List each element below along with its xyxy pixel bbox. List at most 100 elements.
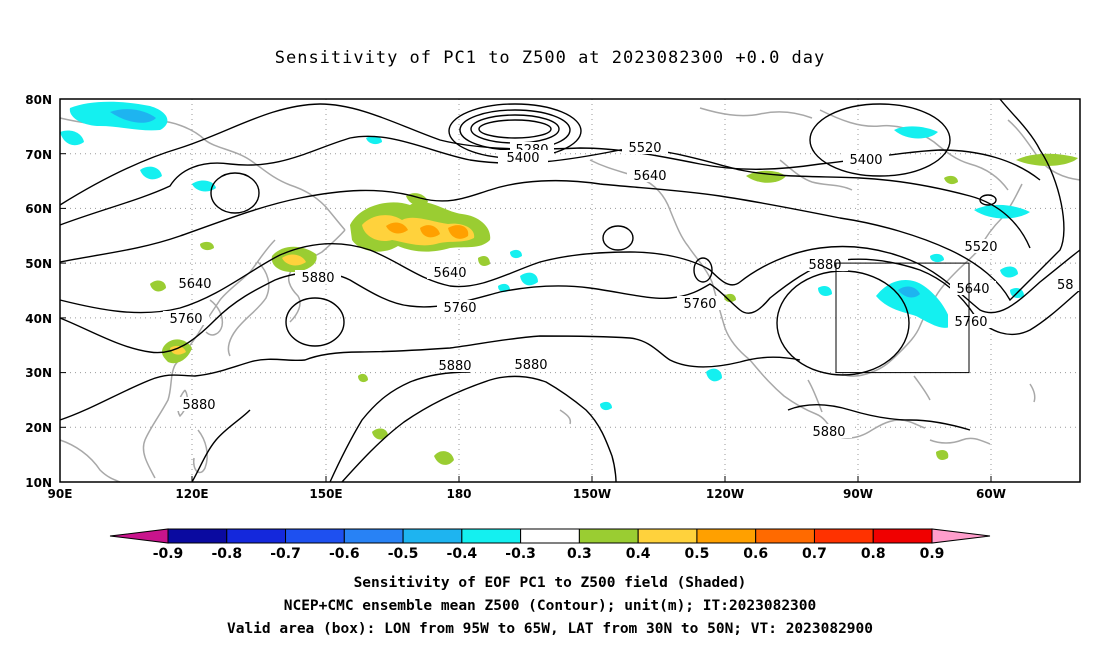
lat-label-20n: 20N [25, 421, 52, 435]
colorbar-label: -0.4 [447, 546, 478, 562]
contour-5400 [59, 103, 1041, 206]
positive-area-3 [200, 241, 214, 251]
colorbar-label: -0.3 [505, 546, 536, 562]
colorbar-right-triangle [931, 528, 991, 544]
caption-valid-area: Valid area (box): LON from 95W to 65W, L… [226, 621, 873, 637]
colorbar-label: -0.8 [211, 546, 242, 562]
negative-area-east [930, 253, 944, 263]
coast-arctic-archipelago [699, 107, 813, 119]
negative-area-siberia-3 [192, 180, 216, 192]
contour-5880-mid [59, 335, 801, 421]
contour-5880-south-2 [341, 375, 617, 483]
negative-area-siberia-05 [110, 109, 156, 123]
lat-label-70n: 70N [25, 148, 52, 162]
negative-area-siberia-2 [140, 166, 162, 180]
contour-label: 5640 [178, 277, 211, 292]
colorbar-label: 0.8 [861, 546, 886, 562]
coast-florida [913, 375, 931, 401]
positive-area-greenland [1016, 153, 1078, 166]
contour-low-westcoast [693, 257, 713, 283]
contour-labels: 5280 5400 5520 5640 5400 5520 5640 5760 … [163, 140, 1080, 440]
positive-area-tropics-1 [434, 451, 454, 465]
coast-caribbean [929, 437, 991, 445]
colorbar-bin [872, 528, 933, 544]
positive-area-tropics-2 [372, 428, 388, 440]
contour-label: 5880 [812, 425, 845, 440]
positive-area-labrador [944, 175, 958, 185]
lat-label-10n: 10N [25, 476, 52, 490]
lon-label-180: 180 [446, 487, 471, 501]
contour-5640 [59, 98, 1065, 302]
lon-label-120w: 120W [706, 487, 744, 501]
contour-label: 5520 [628, 141, 661, 156]
colorbar-bin [461, 528, 522, 544]
negative-area-pacific-3 [510, 249, 522, 259]
lon-label-150e: 150E [309, 487, 342, 501]
positive-area-caribbean [936, 450, 949, 460]
colorbar-label: -0.6 [329, 546, 360, 562]
lon-label-150w: 150W [573, 487, 611, 501]
coast-indochina [59, 439, 121, 483]
coast-hudson-arctic [819, 109, 1009, 191]
colorbar-bin [520, 528, 580, 544]
contour-label: 5640 [956, 282, 989, 297]
colorbar-label: 0.4 [626, 546, 651, 562]
colorbar-bin [402, 528, 463, 544]
negative-area-great-lakes-05 [898, 286, 920, 298]
contour-label: 5760 [169, 312, 202, 327]
contour-label: 5880 [808, 258, 841, 273]
contour-label: 5640 [633, 169, 666, 184]
lat-label-40n: 40N [25, 312, 52, 326]
contour-low-siberia [210, 172, 260, 214]
coast-baja [807, 379, 823, 413]
positive-area-2 [150, 280, 166, 292]
colorbar-bin [637, 528, 698, 544]
contour-low-gulf-alaska [602, 225, 634, 251]
contour-label: 5880 [301, 271, 334, 286]
lat-label-80n: 80N [25, 93, 52, 107]
contour-label: 5400 [849, 153, 882, 168]
coast-gulf-eastcoast [841, 247, 981, 377]
colorbar-label: 0.9 [920, 546, 945, 562]
contour-5880-south-1 [329, 371, 471, 483]
positive-area-canada [746, 170, 786, 183]
colorbar-label: -0.5 [388, 546, 419, 562]
coast-japan [227, 261, 270, 357]
contour-label: 5760 [954, 315, 987, 330]
colorbar-bin [813, 528, 874, 544]
colorbar-label: 0.7 [802, 546, 827, 562]
contour-label: 5880 [438, 359, 471, 374]
contour-5880-scs [191, 409, 251, 483]
negative-area-great-lakes [876, 280, 952, 328]
coast-antilles [1029, 383, 1036, 403]
colorbar-bin [696, 528, 757, 544]
positive-area-kuril-06c [448, 225, 469, 239]
contour-high-japan [285, 297, 345, 347]
colorbar-bin [755, 528, 815, 544]
negative-area-west [60, 130, 84, 146]
positive-area-westcoast [724, 293, 736, 303]
contour-label: 58 [1057, 278, 1074, 293]
colorbar-label: 0.6 [743, 546, 768, 562]
coast-hawaii [559, 409, 572, 425]
lon-label-90w: 90W [843, 487, 873, 501]
contour-label: 5520 [964, 240, 997, 255]
negative-area-atlantic-1 [1000, 266, 1018, 278]
contour-label: 5760 [683, 297, 716, 312]
positive-area-kuril-06a [386, 222, 408, 234]
negative-area-hawaii [600, 401, 612, 411]
colorbar-bin [578, 528, 639, 544]
contour-low-hudson [809, 103, 951, 177]
positive-area-hokkaido-05 [282, 254, 306, 266]
colorbar-bin [226, 528, 287, 544]
coast-central-america [835, 419, 926, 439]
positive-area-dateline [478, 256, 490, 266]
colorbar-label: 0.3 [567, 546, 592, 562]
colorbar-label: -0.9 [153, 546, 184, 562]
coast-philippines [192, 429, 208, 474]
map-title: Sensitivity of PC1 to Z500 at 2023082300… [274, 48, 826, 68]
positive-area-tropics-3 [358, 373, 368, 383]
negative-area-arctic [366, 135, 382, 145]
negative-area-hudson [894, 126, 938, 139]
lat-label-30n: 30N [25, 366, 52, 380]
